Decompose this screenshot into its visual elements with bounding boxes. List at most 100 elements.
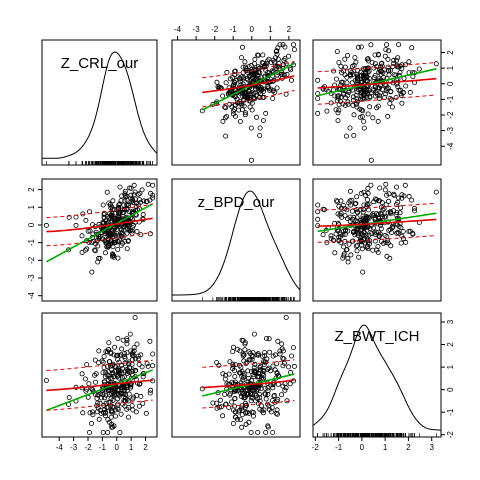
lower-spread-line [317,94,437,105]
data-point [370,115,376,121]
data-point [122,188,128,194]
data-point [253,114,259,120]
data-point [122,191,128,197]
data-point [361,89,367,95]
data-point [233,409,239,415]
data-point [92,247,98,253]
data-point [379,200,385,206]
linear-fit-line [201,62,295,111]
data-point [361,92,367,98]
data-point [132,368,138,374]
data-point [398,87,404,93]
data-point [345,52,351,58]
data-point [220,118,226,124]
data-point [348,252,354,258]
data-point [416,66,422,72]
data-point [315,77,321,83]
data-point [375,249,381,255]
data-point [260,118,266,124]
data-point [389,104,395,110]
data-point [362,218,368,224]
data-point [367,94,373,100]
data-point [286,53,292,59]
data-point [248,429,254,435]
data-point [147,338,153,344]
data-point [100,236,106,242]
data-point [105,237,111,243]
data-point [376,96,382,102]
tick-label: -4 [27,292,36,300]
tick-label: -4 [446,142,455,150]
data-point [132,219,138,225]
data-point [226,404,232,410]
data-point [118,384,124,390]
data-point [246,419,252,425]
panel-Z_BWT_ICH-vs-z_BPD_our [171,312,301,438]
data-point [116,202,122,208]
lower-spread-line [202,89,295,108]
data-point [95,259,101,265]
data-point [247,385,253,391]
data-point [290,345,296,351]
data-point [340,232,346,238]
scatter-points [315,181,439,275]
data-point [119,362,125,368]
data-point [281,72,287,78]
data-point [232,69,238,75]
data-point [395,199,401,205]
tick-label: 2 [446,50,455,55]
data-point [134,228,140,234]
panel-frame [41,39,158,166]
data-point [375,118,381,124]
data-point [345,92,351,98]
data-point [386,48,392,54]
data-point [248,394,254,400]
data-point [122,238,128,244]
data-point [110,198,116,204]
data-point [250,385,256,391]
data-point [115,406,121,412]
data-point [199,108,205,114]
data-point [93,371,99,377]
data-point [255,64,261,70]
data-point [274,361,280,367]
data-point [95,400,101,406]
data-point [242,59,248,65]
data-point [365,185,371,191]
data-point [361,88,367,94]
data-point [396,230,402,236]
data-point [121,374,127,380]
data-point [364,244,370,250]
data-point [340,255,346,261]
data-point [368,182,374,188]
data-point [291,363,297,369]
data-point [237,79,243,85]
data-point [111,423,117,429]
data-point [356,254,362,260]
data-point [238,55,244,61]
data-point [257,95,263,101]
data-point [351,112,357,118]
smooth-fit-line [46,379,153,392]
data-point [374,247,380,253]
data-point [250,91,256,97]
data-point [360,74,366,80]
data-point [236,409,242,415]
data-point [354,226,360,232]
linear-fit-line [317,68,437,97]
data-point [339,214,345,220]
data-point [324,108,330,114]
data-point [372,238,378,244]
rug-marks [317,433,437,437]
data-point [270,96,276,102]
data-point [407,228,413,234]
data-point [280,363,286,369]
data-point [357,238,363,244]
data-point [86,381,92,387]
smooth-fit-line [317,77,437,89]
data-point [223,105,229,111]
data-point [85,228,91,234]
data-point [238,393,244,399]
data-point [366,201,372,207]
